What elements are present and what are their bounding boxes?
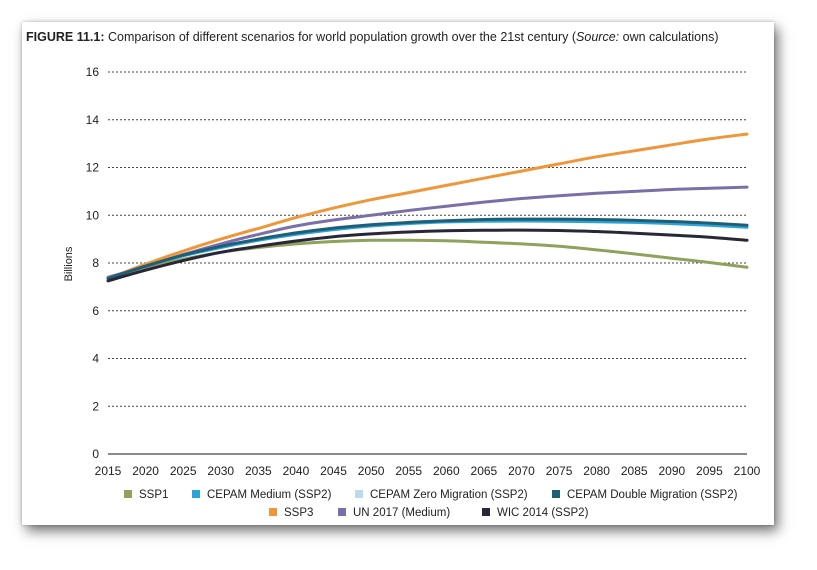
legend-swatch <box>124 490 132 498</box>
legend: SSP1 CEPAM Medium (SSP2) CEPAM Zero Migrat… <box>124 489 738 519</box>
x-tick-label: 2015 <box>95 464 122 478</box>
legend-swatch <box>269 508 277 516</box>
legend-swatch <box>338 508 346 516</box>
gridlines <box>108 71 747 455</box>
y-tick-label: 6 <box>92 304 99 318</box>
legend-label: CEPAM Medium (SSP2) <box>207 489 332 501</box>
x-tick-label: 2085 <box>621 464 648 478</box>
legend-swatch <box>552 490 560 498</box>
legend-label: WIC 2014 (SSP2) <box>497 507 589 519</box>
y-axis-ticks: 0 2 4 6 8 10 12 14 16 <box>86 65 100 461</box>
x-tick-label: 2040 <box>283 464 310 478</box>
legend-label: CEPAM Double Migration (SSP2) <box>567 489 738 501</box>
x-tick-label: 2045 <box>320 464 347 478</box>
figure-title: FIGURE 11.1: Comparison of different sce… <box>26 30 719 44</box>
legend-label: UN 2017 (Medium) <box>353 507 450 519</box>
y-tick-label: 4 <box>92 352 99 366</box>
series-line-wic-2014-ssp2 <box>106 228 749 283</box>
series-line-ssp3 <box>106 132 749 280</box>
y-tick-label: 8 <box>92 256 99 270</box>
y-tick-label: 12 <box>86 161 100 175</box>
y-tick-label: 2 <box>92 399 99 413</box>
x-tick-label: 2035 <box>245 464 272 478</box>
series-line-ssp1 <box>106 238 749 280</box>
x-tick-label: 2030 <box>207 464 234 478</box>
legend-swatch <box>482 508 490 516</box>
figure-label: FIGURE 11.1: <box>26 30 105 44</box>
y-axis-label: Billions <box>63 246 75 281</box>
x-tick-label: 2095 <box>696 464 723 478</box>
legend-label: CEPAM Zero Migration (SSP2) <box>370 489 528 501</box>
x-tick-label: 2025 <box>170 464 197 478</box>
x-tick-label: 2080 <box>583 464 610 478</box>
legend-swatch <box>192 490 200 498</box>
y-tick-label: 16 <box>86 65 100 79</box>
x-tick-label: 2020 <box>132 464 159 478</box>
x-tick-label: 2055 <box>395 464 422 478</box>
y-tick-label: 0 <box>92 447 99 461</box>
y-tick-label: 14 <box>86 113 100 127</box>
figure-caption: Comparison of different scenarios for wo… <box>104 30 577 44</box>
figure-caption-source: Source: <box>576 30 620 44</box>
series-line-un-2017-medium <box>106 185 749 279</box>
series-line-cepam-double-migration-ssp2 <box>106 217 749 280</box>
x-tick-label: 2070 <box>508 464 535 478</box>
x-axis-ticks: 2015 2020 2025 2030 2035 2040 2045 2050 2055 2060… <box>95 464 761 478</box>
series-lines <box>106 132 749 283</box>
x-tick-label: 2065 <box>471 464 498 478</box>
x-tick-label: 2100 <box>734 464 761 478</box>
x-tick-label: 2075 <box>546 464 573 478</box>
x-tick-label: 2060 <box>433 464 460 478</box>
legend-label: SSP1 <box>139 489 168 501</box>
legend-label: SSP3 <box>284 507 313 519</box>
figure-card: FIGURE 11.1: Comparison of different sce… <box>22 22 774 525</box>
x-tick-label: 2090 <box>658 464 685 478</box>
legend-swatch <box>355 490 363 498</box>
figure-caption-tail: own calculations) <box>619 30 719 44</box>
y-tick-label: 10 <box>86 208 100 222</box>
x-tick-label: 2050 <box>358 464 385 478</box>
